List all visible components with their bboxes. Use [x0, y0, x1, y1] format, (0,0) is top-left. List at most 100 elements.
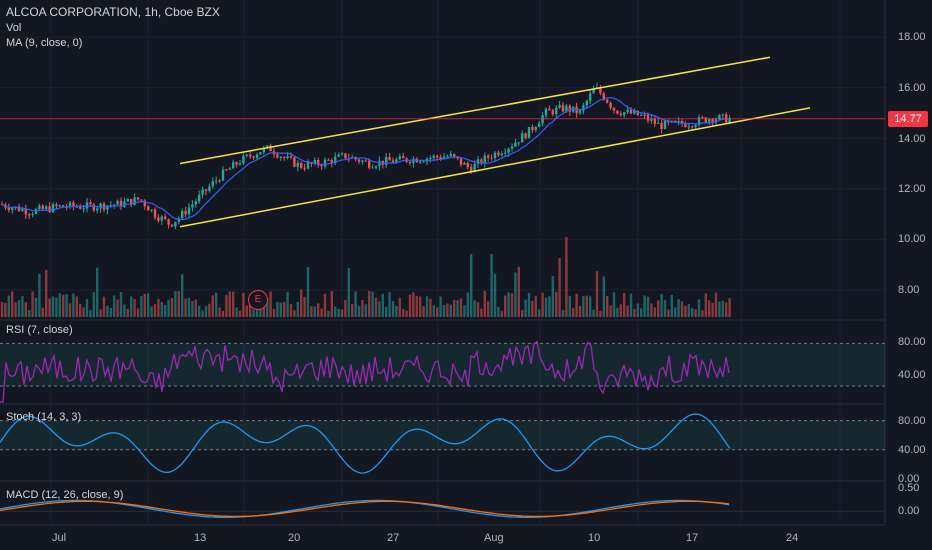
volume-bar [442, 304, 446, 317]
candle-body [500, 153, 503, 156]
macd-axis-label: 0.00 [898, 505, 920, 517]
volume-bar [551, 275, 554, 317]
candle-body [558, 105, 561, 108]
volume-bar [147, 293, 150, 317]
candle-body [514, 142, 517, 147]
volume-bar [643, 295, 646, 317]
symbol-title[interactable]: ALCOA CORPORATION, 1h, Cboe BZX [6, 5, 220, 19]
volume-bar [599, 310, 602, 317]
candle-body [646, 115, 650, 121]
candle-body [436, 155, 439, 158]
volume-bar [323, 293, 327, 317]
candle-body [255, 154, 259, 158]
volume-bar [687, 304, 690, 317]
candle-body [245, 154, 248, 156]
macd-signal-line [0, 500, 730, 518]
volume-bar [378, 301, 381, 317]
macd-axis-label: 0.50 [898, 482, 920, 494]
rsi-label[interactable]: RSI (7, close) [6, 324, 73, 336]
candle-body [728, 118, 731, 123]
volume-bar [368, 291, 371, 317]
candle-body [79, 206, 82, 209]
volume-bar [351, 303, 354, 317]
volume-bar [85, 298, 89, 317]
candle-body [619, 113, 622, 116]
candle-body [534, 127, 537, 131]
volume-bar [453, 299, 456, 317]
candle-body [463, 163, 466, 165]
volume-bar [330, 291, 333, 317]
candle-body [283, 156, 286, 158]
volume-bar [153, 304, 157, 317]
volume-bar [249, 300, 252, 317]
candle-body [541, 115, 544, 124]
candle-body [330, 159, 333, 164]
volume-bar [194, 299, 197, 317]
volume-bar [538, 309, 541, 317]
volume-bar [204, 305, 208, 317]
volume-bar [269, 291, 272, 317]
volume-bar [109, 308, 112, 317]
candle-body [58, 205, 61, 207]
candle-body [497, 152, 500, 156]
candle-body [187, 207, 191, 215]
candle-body [62, 205, 65, 207]
volume-bar [232, 291, 235, 317]
volume-bar [578, 306, 582, 317]
stoch-pane [0, 413, 885, 474]
candle-body [266, 145, 269, 148]
volume-bar [34, 297, 38, 317]
candle-body [82, 208, 85, 210]
candle-body [653, 118, 656, 124]
volume-bar [28, 310, 31, 317]
candle-body [99, 203, 102, 209]
candle-body [170, 224, 174, 227]
candle-body [136, 197, 140, 200]
candle-body [371, 167, 374, 169]
volume-bar [415, 295, 418, 317]
volume-bar [7, 295, 10, 317]
candle-body [323, 159, 327, 167]
candle-body [242, 155, 245, 164]
volume-bar [354, 291, 357, 317]
volume-bar [225, 294, 228, 317]
candle-body [38, 205, 41, 210]
time-axis-label: Aug [484, 532, 504, 544]
ma-line [1, 96, 730, 221]
volume-bar [4, 302, 7, 317]
volume-bar [572, 307, 575, 317]
volume-bar [374, 297, 378, 317]
volume-bar [483, 291, 486, 317]
candle-body [636, 110, 639, 116]
volume-bar [21, 296, 24, 317]
volume-bar [728, 298, 731, 317]
volume-bar [405, 310, 408, 317]
volume-bar [697, 299, 701, 317]
volume-bar [310, 306, 313, 317]
vol-label[interactable]: Vol [6, 22, 22, 34]
candle-body [327, 159, 330, 161]
candle-body [470, 167, 473, 173]
ma-label[interactable]: MA (9, close, 0) [6, 37, 83, 49]
volume-bar [320, 308, 323, 317]
stoch-label[interactable]: Stoch (14, 3, 3) [6, 411, 82, 423]
candle-body [517, 142, 520, 144]
candle-body [249, 154, 252, 157]
volume-bar [92, 291, 95, 317]
volume-bar [242, 292, 245, 317]
candle-body [143, 200, 146, 207]
candle-body [548, 108, 551, 111]
candle-body [527, 126, 531, 139]
candle-body [252, 156, 255, 158]
candle-body [643, 114, 646, 116]
earnings-badge[interactable]: E [248, 290, 268, 310]
volume-bar [558, 257, 561, 317]
candle-body [466, 163, 469, 168]
volume-bar [725, 302, 728, 317]
volume-bar [58, 293, 61, 317]
volume-bar [684, 305, 687, 317]
candle-body [398, 156, 401, 160]
macd-label[interactable]: MACD (12, 26, close, 9) [6, 489, 124, 501]
volume-bar [606, 295, 609, 317]
